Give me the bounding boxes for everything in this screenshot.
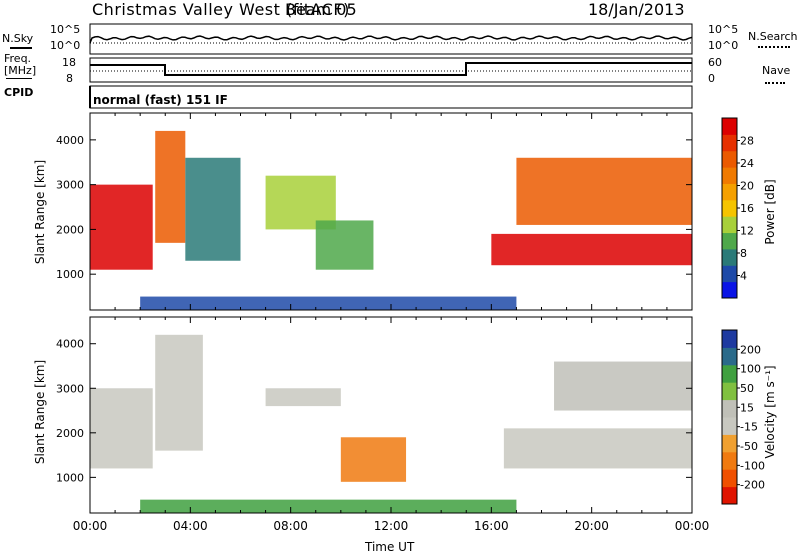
nsky-label: N.Sky xyxy=(2,32,34,45)
power-colorbar-tick-6: 4 xyxy=(740,270,747,283)
power-colorbar-swatch-10 xyxy=(722,118,737,135)
velocity-colorbar-swatch-3 xyxy=(722,434,737,453)
velocity-ytick-1: 2000 xyxy=(56,427,84,440)
nsky-line xyxy=(10,47,32,49)
cpid-value: normal (fast) 151 IF xyxy=(93,93,228,107)
x-axis-label: Time UT xyxy=(365,540,415,554)
velocity-colorbar-tick-5: -50 xyxy=(740,440,758,453)
power-panel: 1000 2000 3000 4000 xyxy=(56,112,693,311)
velocity-region-5 xyxy=(554,361,692,411)
velocity-region-6 xyxy=(140,499,517,513)
power-colorbar-swatch-1 xyxy=(722,265,737,283)
velocity-colorbar-tick-4: -15 xyxy=(740,421,758,434)
freq-right-tick-high: 60 xyxy=(708,56,722,69)
velocity-colorbar-swatch-9 xyxy=(722,330,737,348)
velocity-ytick-2: 3000 xyxy=(56,382,84,395)
noise-left-tick-low: 10^0 xyxy=(50,39,80,52)
freq-left-tick-high: 18 xyxy=(62,56,76,69)
velocity-region-4 xyxy=(503,428,692,469)
power-colorbar-swatch-7 xyxy=(722,167,737,184)
velocity-colorbar-swatch-1 xyxy=(722,469,737,488)
power-colorbar-tick-4: 12 xyxy=(740,225,754,238)
velocity-colorbar-tick-2: 50 xyxy=(740,382,754,395)
x-tick-labels: 00:00 04:00 08:00 12:00 16:00 20:00 00:00 xyxy=(73,519,710,533)
power-colorbar-swatch-9 xyxy=(722,134,737,152)
velocity-colorbar-tick-7: -200 xyxy=(740,479,765,492)
power-region-1 xyxy=(155,130,186,243)
velocity-region-0 xyxy=(90,388,153,469)
x-tick-5: 20:00 xyxy=(574,519,609,533)
velocity-colorbar-tick-0: 200 xyxy=(740,343,761,356)
power-ytick-0: 1000 xyxy=(56,268,84,281)
power-ytick-1: 2000 xyxy=(56,223,84,236)
velocity-colorbar-swatch-8 xyxy=(722,347,737,366)
freq-label: Freq. xyxy=(4,52,32,65)
velocity-region-3 xyxy=(340,437,407,482)
velocity-ytick-3: 4000 xyxy=(56,338,84,351)
x-tick-0: 00:00 xyxy=(73,519,108,533)
velocity-colorbar-tick-1: 100 xyxy=(740,363,761,376)
freq-line xyxy=(6,78,32,79)
power-region-4 xyxy=(315,220,374,270)
power-colorbar-tick-2: 20 xyxy=(740,180,754,193)
power-region-6 xyxy=(516,157,692,225)
power-region-5 xyxy=(491,233,692,266)
x-tick-2: 08:00 xyxy=(273,519,308,533)
freq-line xyxy=(90,62,692,76)
noise-sky-line xyxy=(89,35,693,44)
nave-line xyxy=(765,82,785,84)
freq-left-tick-low: 8 xyxy=(66,72,73,85)
power-colorbar-tick-5: 8 xyxy=(740,247,747,260)
power-ytick-3: 4000 xyxy=(56,134,84,147)
nave-label: Nave xyxy=(762,64,791,77)
cpid-label: CPID xyxy=(4,86,34,99)
x-tick-1: 04:00 xyxy=(173,519,208,533)
power-region-2 xyxy=(185,157,241,261)
velocity-colorbar: 200 100 50 15 -15 -50 -100 -200 xyxy=(721,329,765,505)
noise-panel: 10^5 10^0 10^5 10^0 xyxy=(50,23,738,55)
velocity-region-2 xyxy=(265,388,341,407)
power-colorbar-swatch-2 xyxy=(722,248,737,266)
velocity-panel: 1000 2000 3000 4000 xyxy=(56,316,693,514)
velocity-colorbar-swatch-2 xyxy=(722,451,737,470)
velocity-region-1 xyxy=(155,334,203,451)
velocity-colorbar-swatch-5 xyxy=(722,399,737,418)
cpid-panel xyxy=(89,85,693,109)
power-colorbar-swatch-6 xyxy=(722,183,737,201)
x-tick-6: 00:00 xyxy=(675,519,710,533)
nsearch-line xyxy=(758,46,790,48)
power-colorbar-swatch-3 xyxy=(722,232,737,250)
power-colorbar-swatch-0 xyxy=(722,281,737,299)
noise-right-tick-high: 10^5 xyxy=(708,23,738,36)
nsearch-label: N.Search xyxy=(748,30,798,43)
velocity-colorbar-swatch-6 xyxy=(722,382,737,401)
noise-right-tick-low: 10^0 xyxy=(708,39,738,52)
velocity-colorbar-swatch-0 xyxy=(722,486,737,505)
power-colorbar-swatch-8 xyxy=(722,150,737,168)
power-colorbar-tick-1: 24 xyxy=(740,157,754,170)
x-tick-3: 12:00 xyxy=(374,519,409,533)
power-region-0 xyxy=(90,184,153,270)
freq-panel: 18 8 60 0 xyxy=(62,56,722,85)
date-label: 18/Jan/2013 xyxy=(588,0,685,19)
power-colorbar: 28 24 20 16 12 8 4 xyxy=(721,117,754,299)
freq-right-tick-low: 0 xyxy=(708,72,715,85)
power-colorbar-swatch-4 xyxy=(722,216,737,234)
velocity-colorbar-swatch-7 xyxy=(722,364,737,383)
velocity-ytick-0: 1000 xyxy=(56,471,84,484)
mhz-label: [MHz] xyxy=(4,64,37,77)
power-ytick-2: 3000 xyxy=(56,179,84,192)
power-colorbar-tick-3: 16 xyxy=(740,202,754,215)
noise-left-tick-high: 10^5 xyxy=(50,23,80,36)
power-colorbar-tick-0: 28 xyxy=(740,135,754,148)
velocity-colorbar-swatch-4 xyxy=(722,417,737,435)
velocity-colorbar-tick-3: 15 xyxy=(740,401,754,414)
plot-title: Christmas Valley West (fitACF) xyxy=(92,0,350,19)
power-colorbar-swatch-5 xyxy=(722,199,737,217)
x-tick-4: 16:00 xyxy=(474,519,509,533)
power-region-7 xyxy=(140,296,517,310)
beam-label: Beam 05 xyxy=(285,0,357,19)
velocity-colorbar-tick-6: -100 xyxy=(740,459,765,472)
